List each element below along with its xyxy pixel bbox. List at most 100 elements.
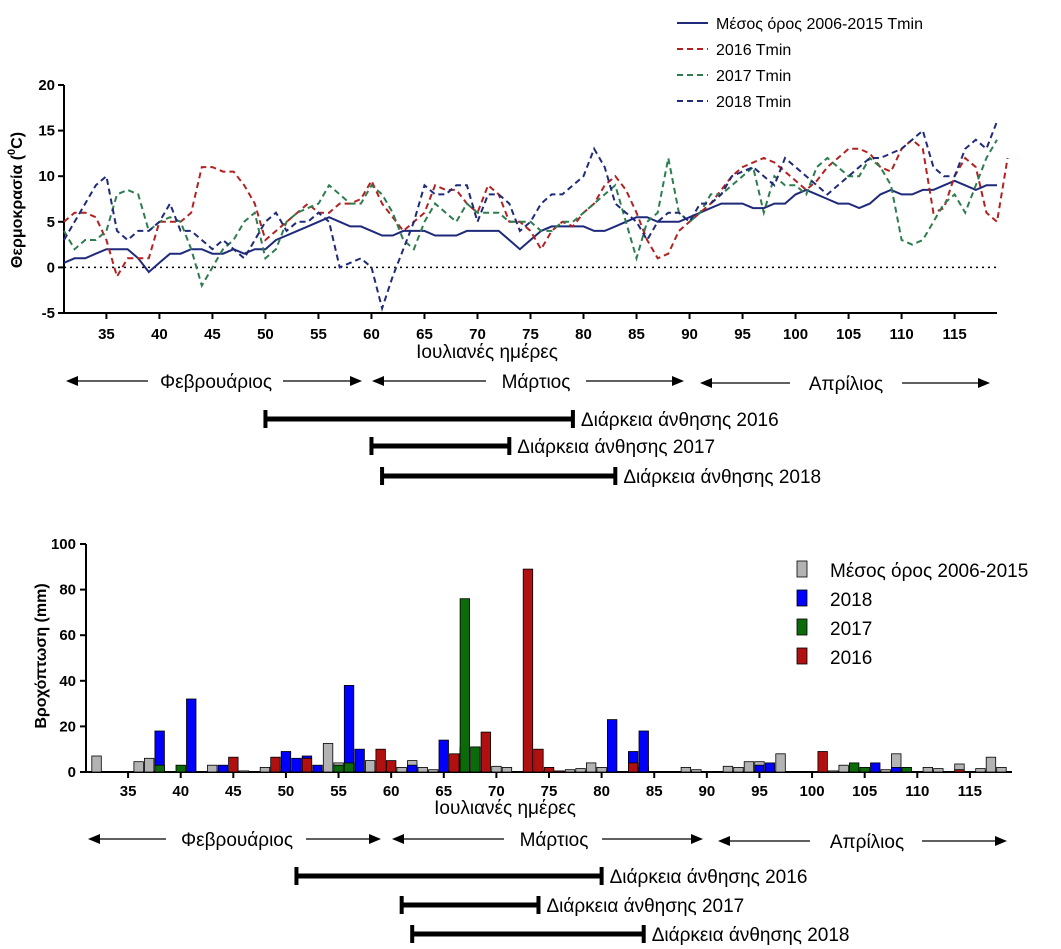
precipitation-x-tick-label: 90 <box>698 783 715 800</box>
temperature-legend-label-2: 2017 Tmin <box>716 68 791 85</box>
month-label-march-bottom: Μάρτιος <box>520 830 589 851</box>
precipitation-bar-s1-6 <box>312 764 323 773</box>
precipitation-bar-s3-6 <box>480 731 492 773</box>
temperature-legend: Μέσος όρος 2006-2015 Tmin 2016 Tmin 2017 T… <box>677 16 923 111</box>
bloom-label-bottom-2: Διάρκεια άνθησης 2018 <box>652 925 850 946</box>
precipitation-bar-s0-39 <box>985 756 997 773</box>
precipitation-bar-s3-8 <box>533 748 544 773</box>
precipitation-x-tick-label: 65 <box>435 783 452 800</box>
precipitation-bar-s0-4 <box>238 770 250 773</box>
temperature-y-tick-label: 5 <box>47 214 55 231</box>
precipitation-bar-s2-8 <box>901 767 912 773</box>
temperature-y-axis-label: Θερμοκρασία (0C) <box>6 132 26 268</box>
temperature-y-tick-label: 20 <box>38 77 55 94</box>
month-arrow-february-top: Φεβρουάριος <box>66 372 362 393</box>
precipitation-x-tick-label: 70 <box>488 783 505 800</box>
precipitation-bar-s3-12 <box>817 751 828 773</box>
precipitation-bar-s0-9 <box>364 760 376 773</box>
temperature-x-tick-label: 95 <box>734 326 751 343</box>
precipitation-legend-label-1: 2018 <box>830 590 872 611</box>
temperature-series-line-0 <box>63 179 997 274</box>
precipitation-bar-s0-5 <box>259 767 271 773</box>
temperature-x-tick-label: 35 <box>98 326 115 343</box>
precipitation-legend: Μέσος όρος 2006-2015 2018 2017 2016 <box>796 560 1028 669</box>
temperature-x-tick-label: 55 <box>310 326 327 343</box>
temperature-series <box>63 121 1009 312</box>
precipitation-bar-s1-9 <box>407 764 418 773</box>
precipitation-bar-s0-7 <box>322 743 334 773</box>
precipitation-x-tick-label: 115 <box>958 783 982 800</box>
temperature-y-tick-label: 0 <box>47 259 55 276</box>
temperature-legend-label-1: 2016 Tmin <box>716 42 791 59</box>
precipitation-bar-s0-29 <box>775 753 786 773</box>
precipitation-bar-s0-40 <box>996 767 1007 773</box>
precipitation-bar-s0-27 <box>743 761 755 773</box>
precipitation-bar-s3-4 <box>385 760 397 773</box>
precipitation-bar-s3-7 <box>522 568 534 773</box>
precipitation-bar-s1-2 <box>217 764 229 773</box>
precipitation-bar-s0-30 <box>828 770 839 773</box>
month-label-april-bottom: Απρίλιος <box>830 832 904 853</box>
temperature-x-tick-label: 65 <box>416 326 433 343</box>
precipitation-y-tick-label: 20 <box>59 718 76 735</box>
precipitation-bar-s0-16 <box>501 767 513 773</box>
precipitation-bar-s1-16 <box>754 764 765 773</box>
precipitation-y-tick-label: 80 <box>59 582 76 599</box>
precipitation-bar-s2-1 <box>175 764 186 773</box>
bloom-bars-bottom: Διάρκεια άνθησης 2016 Διάρκεια άνθησης 20… <box>294 867 850 946</box>
precipitation-bar-s0-10 <box>396 767 407 773</box>
precipitation-bar-s0-15 <box>491 765 502 773</box>
precipitation-bar-s3-9 <box>543 767 555 773</box>
precipitation-bar-s3-10 <box>554 770 565 773</box>
temperature-x-tick-label: 85 <box>628 326 645 343</box>
precipitation-y-axis-label: Βροχόπτωση (mm) <box>33 583 50 728</box>
precipitation-x-tick-label: 100 <box>800 783 825 800</box>
precipitation-bar-s1-13 <box>607 719 618 773</box>
precipitation-bar-s0-33 <box>880 769 891 773</box>
precipitation-bar-s1-18 <box>870 762 881 773</box>
precipitation-y-tick-label: 60 <box>59 627 76 644</box>
temperature-x-axis-label: Ιουλιανές ημέρες <box>416 342 558 363</box>
bloom-label-top-2: Διάρκεια άνθησης 2018 <box>623 467 821 488</box>
precipitation-x-tick-label: 60 <box>383 783 400 800</box>
month-label-february-bottom: Φεβρουάριος <box>181 830 293 851</box>
temperature-x-tick-label: 110 <box>889 326 913 343</box>
temperature-chart: -5 0 5 10 15 20 35 40 45 50 55 60 65 70 75 80 85 90 95 100 1… <box>6 16 1009 363</box>
precipitation-bar-s2-6 <box>849 762 860 773</box>
precipitation-bar-s0-18 <box>564 769 576 773</box>
precipitation-x-tick-label: 105 <box>852 783 877 800</box>
month-arrow-april-top: Απρίλιος <box>700 374 990 395</box>
temperature-x-tick-label: 50 <box>257 326 274 343</box>
precipitation-x-tick-label: 55 <box>330 783 347 800</box>
month-label-march-top: Μάρτιος <box>502 372 571 393</box>
temperature-axes: -5 0 5 10 15 20 35 40 45 50 55 60 65 70 75 80 85 90 95 100 1… <box>38 77 997 343</box>
precipitation-x-tick-label: 45 <box>225 783 242 800</box>
precipitation-bar-s1-4 <box>291 757 302 773</box>
precipitation-bar-s1-19 <box>891 767 902 773</box>
precipitation-bar-s3-0 <box>228 756 239 773</box>
precipitation-x-tick-label: 95 <box>751 783 768 800</box>
precipitation-bar-s0-0 <box>91 755 102 773</box>
precipitation-x-tick-label: 40 <box>172 783 189 800</box>
precipitation-bar-s0-20 <box>586 762 597 773</box>
precipitation-bar-s0-23 <box>680 767 691 773</box>
precipitation-bar-s0-26 <box>733 767 744 773</box>
precipitation-x-tick-label: 85 <box>646 783 663 800</box>
bloom-label-top-0: Διάρκεια άνθησης 2016 <box>581 410 779 431</box>
precipitation-bar-s0-1 <box>133 761 144 773</box>
precipitation-x-tick-label: 35 <box>120 783 137 800</box>
precipitation-bar-s3-11 <box>628 762 639 773</box>
precipitation-bar-s0-25 <box>722 765 734 773</box>
precipitation-x-axis-label: Ιουλιανές ημέρες <box>434 798 576 819</box>
precipitation-bar-s3-13 <box>954 769 965 773</box>
precipitation-bar-s3-2 <box>301 757 313 773</box>
precipitation-x-tick-label: 75 <box>541 783 558 800</box>
bloom-label-bottom-1: Διάρκεια άνθησης 2017 <box>546 896 744 917</box>
precipitation-chart: 0 20 40 60 80 100 35 40 45 50 55 60 65 70 75 80 85 90 95 10… <box>33 536 1028 819</box>
bloom-label-bottom-0: Διάρκεια άνθησης 2016 <box>610 867 808 888</box>
precipitation-bar-s0-21 <box>596 767 607 773</box>
temperature-x-tick-label: 40 <box>151 326 168 343</box>
precipitation-bar-s3-5 <box>449 753 460 773</box>
precipitation-bar-s1-1 <box>186 698 197 773</box>
temperature-y-tick-label: 15 <box>38 123 55 140</box>
